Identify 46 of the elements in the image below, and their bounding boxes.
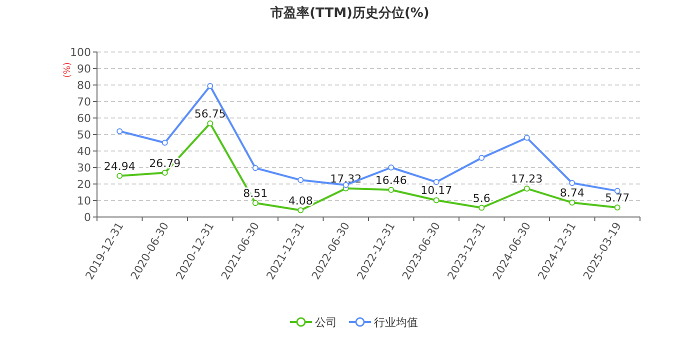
point (207, 120, 214, 126)
data-label: 17.23 (511, 172, 543, 186)
point (162, 140, 168, 146)
point (524, 134, 530, 141)
point (252, 164, 258, 171)
point (162, 170, 168, 176)
data-label: 24.94 (104, 160, 136, 173)
point (614, 204, 620, 210)
point (298, 207, 304, 214)
y-tick-label: 60 (77, 112, 91, 125)
y-tick-label: 20 (77, 178, 91, 191)
point (433, 197, 440, 204)
chart-title: 市盈率(TTM)历史分位(%) (270, 5, 430, 21)
point (388, 164, 394, 170)
point (252, 200, 258, 206)
y-tick-label: 70 (77, 96, 91, 108)
y-tick-label: 50 (77, 128, 91, 142)
y-tick-label: 0 (84, 211, 91, 224)
y-tick-label: 80 (77, 79, 91, 92)
point (116, 128, 123, 134)
y-tick-label: 30 (77, 162, 91, 174)
point (298, 177, 304, 184)
point (116, 172, 123, 179)
point (478, 204, 485, 211)
legend-label: 公司 (315, 316, 337, 329)
data-label: 16.46 (375, 174, 407, 187)
point (433, 179, 440, 186)
data-label: 56.75 (194, 107, 226, 120)
point (614, 188, 620, 194)
y-tick-label: 40 (77, 145, 91, 158)
point (388, 186, 394, 193)
point (524, 186, 530, 192)
y-axis-title: (%) (63, 62, 73, 78)
y-tick-label: 10 (77, 194, 91, 208)
data-label: 8.74 (560, 186, 584, 200)
point (569, 200, 576, 206)
y-tick-label: 100 (70, 46, 91, 59)
point (478, 154, 485, 161)
data-label: 10.17 (420, 184, 452, 198)
legend-label: 行业均值 (374, 316, 418, 329)
data-label: 4.08 (288, 194, 313, 208)
y-tick-label: 90 (77, 62, 91, 76)
data-label: 5.6 (472, 192, 490, 205)
data-label: 5.77 (605, 191, 630, 204)
point (569, 180, 576, 186)
point (207, 82, 214, 89)
